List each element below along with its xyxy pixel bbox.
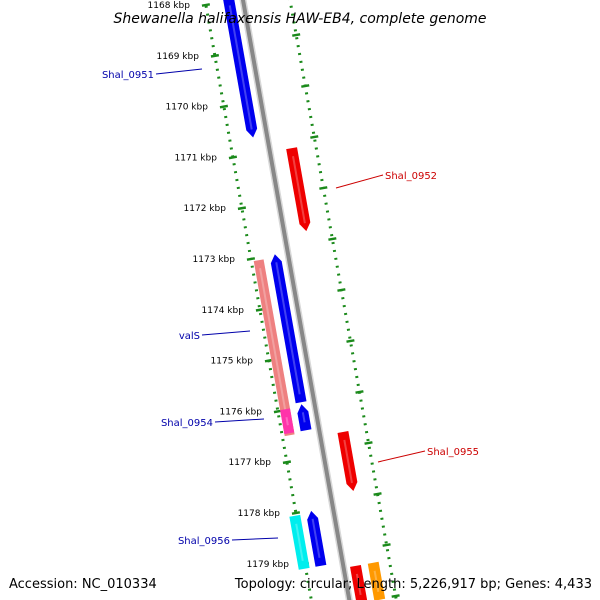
gene-shal-0955-shade [343,439,353,484]
gene-bottom-red[interactable] [350,564,368,600]
kbp-tick [210,53,220,58]
kbp-tick-label: 1176 kbp [220,407,263,417]
kbp-tick-label: 1173 kbp [193,255,236,265]
gene-label-shal-0956[interactable]: Shal_0956 [178,536,230,547]
label-leader-line [377,450,426,463]
label-leader-line [155,68,203,75]
ring-tick [364,441,373,445]
gene-shal-0951[interactable] [223,0,258,138]
label-leader-line [335,174,384,189]
kbp-tick-label: 1178 kbp [238,509,281,519]
genome-backbone [239,0,353,600]
kbp-tick-label: 1174 kbp [202,306,245,316]
gene-label-shal-0954[interactable]: Shal_0954 [161,418,213,429]
gene-shal-0955[interactable] [337,431,358,491]
ring-tick [319,186,328,190]
label-leader-line [201,330,251,336]
topology-text: Topology: circular; Length: 5,226,917 bp… [234,577,592,592]
kbp-tick [291,511,301,515]
kbp-tick [246,257,256,261]
kbp-tick [228,155,238,160]
kbp-tick [282,460,292,465]
gene-shal-0956[interactable] [289,514,310,570]
ring-tick [337,288,346,292]
kbp-tick-label: 1179 kbp [247,560,290,570]
kbp-tick-label: 1177 kbp [229,458,272,468]
kbp-tick [201,3,211,7]
label-leader-line [231,537,279,541]
backbone-line [240,0,352,600]
kbp-tick-label: 1168 kbp [148,1,191,11]
gene-shal-0956-partner-shade [311,518,321,559]
label-leader-line [214,418,265,423]
gene-vals-shade [259,268,290,428]
gene-label-shal-0951[interactable]: Shal_0951 [102,70,154,81]
map-title: Shewanella halifaxensis HAW-EB4, complet… [113,11,486,27]
gene-bottom-red-shade [355,573,362,596]
gene-shal-0952[interactable] [286,147,311,232]
ring-tick [373,492,382,496]
kbp-tick [219,104,229,109]
gc-dotted-ring [203,0,400,600]
ring-tick [301,84,310,88]
accession-text: Accession: NC_010334 [9,577,157,592]
ring-tick [292,33,301,37]
dotted-ring-outer-right [288,0,398,600]
gene-features [223,0,386,600]
gene-shal-0954-partner[interactable] [297,404,312,432]
gene-labels: Shal_0951 Shal_0952 valS Shal_0954 Shal_0955… [102,68,479,547]
kbp-tick-label: 1169 kbp [157,52,200,62]
gene-vals-partner[interactable] [270,254,307,404]
gene-shal-0954[interactable] [280,408,295,435]
gene-label-shal-0952[interactable]: Shal_0952 [385,171,437,182]
ring-tick [391,594,400,598]
gene-shal-0954-partner-shade [301,412,306,423]
gene-shal-0956-partner[interactable] [307,510,327,567]
kbp-tick-label: 1170 kbp [166,103,209,113]
ring-tick [346,339,355,343]
gene-bottom-orange[interactable] [367,561,386,600]
gene-shal-0951-shade [228,5,253,130]
gene-vals-partner-shade [275,262,301,395]
gene-shal-0952-shade [292,155,306,224]
gene-vals[interactable] [253,259,295,437]
gene-label-vals[interactable]: valS [179,331,200,342]
gene-label-shal-0955[interactable]: Shal_0955 [427,447,479,458]
kbp-axis: 1168 kbp 1169 kbp 1170 kbp 1171 kbp 1172 kbp… [148,1,310,570]
ring-tick [328,237,337,241]
kbp-tick-label: 1175 kbp [211,357,254,367]
kbp-tick-label: 1171 kbp [175,153,218,163]
ring-tick [382,543,391,547]
gene-bottom-orange-shade [373,570,380,592]
ring-tick [310,135,319,139]
gene-shal-0954-shade [285,417,289,426]
kbp-tick [237,206,247,211]
ring-tick [355,390,364,394]
kbp-tick-label: 1172 kbp [184,204,227,214]
gene-shal-0956-shade [295,523,304,561]
